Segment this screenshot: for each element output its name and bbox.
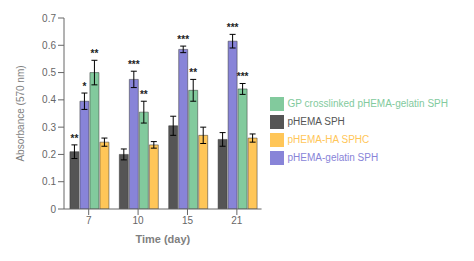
html-text:GP crosslinked pHEMA-gelatin S: GP crosslinked pHEMA-gelatin SPH [287,97,448,109]
svg-text:***: *** [128,59,140,70]
svg-text:0.6: 0.6 [42,40,56,51]
svg-text:0: 0 [50,204,56,215]
svg-text:**: ** [91,48,99,59]
svg-text:***: *** [227,22,239,33]
svg-text:0.4: 0.4 [42,94,56,105]
svg-text:7: 7 [86,215,92,226]
svg-text:0.5: 0.5 [42,67,56,78]
html-text:pHEMA SPH: pHEMA SPH [287,115,345,127]
svg-text:21: 21 [231,215,243,226]
svg-text:Absorbance (570 nm): Absorbance (570 nm) [15,65,26,161]
svg-text:0.7: 0.7 [42,13,56,24]
html-text:pHEMA-gelatin SPH: pHEMA-gelatin SPH [287,151,379,163]
svg-text:Time (day): Time (day) [135,233,190,245]
svg-text:*: * [82,81,86,92]
svg-text:0.2: 0.2 [42,149,56,160]
svg-text:**: ** [140,89,148,100]
svg-text:**: ** [189,67,197,78]
svg-text:10: 10 [133,215,145,226]
svg-text:0.1: 0.1 [42,176,56,187]
svg-text:**: ** [71,133,79,144]
svg-text:***: *** [237,71,249,82]
html-text:pHEMA-HA SPHC: pHEMA-HA SPHC [287,133,370,145]
svg-text:***: *** [177,34,189,45]
svg-text:15: 15 [182,215,194,226]
svg-text:0.3: 0.3 [42,122,56,133]
